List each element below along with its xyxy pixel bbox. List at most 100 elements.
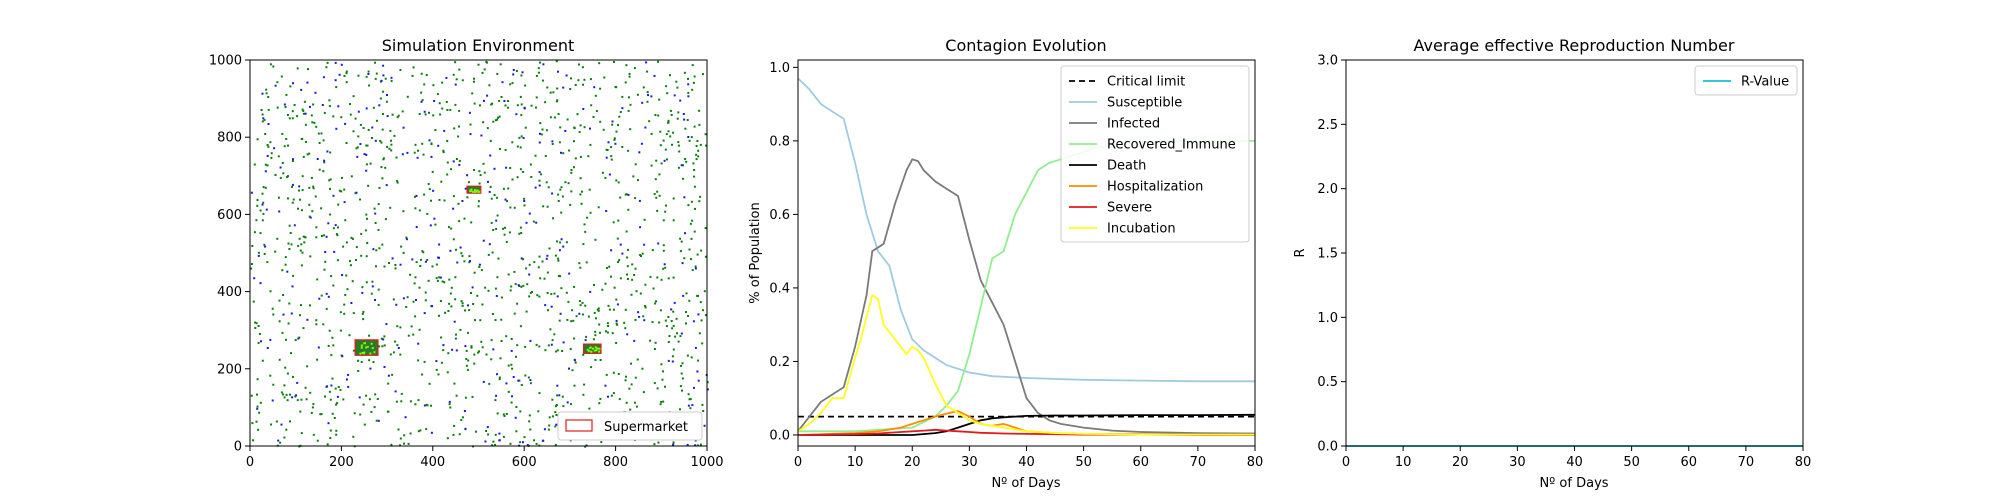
- point-recovered: [449, 292, 452, 295]
- point-recovered: [450, 305, 453, 308]
- legend-label: Severe: [1107, 201, 1152, 216]
- x-tick-label: 80: [1795, 455, 1812, 470]
- point-recovered: [427, 183, 430, 185]
- point-recovered: [599, 331, 601, 334]
- point-susceptible: [638, 315, 641, 318]
- point-recovered: [630, 293, 633, 296]
- point-recovered: [545, 181, 548, 184]
- point-recovered: [693, 230, 696, 233]
- point-recovered: [426, 212, 429, 215]
- point-susceptible: [363, 153, 366, 156]
- point-recovered: [621, 146, 624, 148]
- y-axis-ticks: 0.00.20.40.60.81.0: [769, 61, 798, 443]
- point-recovered: [557, 113, 560, 116]
- point-recovered: [291, 110, 294, 113]
- point-susceptible: [512, 69, 515, 71]
- point-susceptible: [607, 141, 610, 144]
- point-recovered: [507, 364, 510, 367]
- point-recovered: [494, 287, 497, 290]
- point-susceptible: [589, 290, 592, 293]
- point-susceptible: [326, 150, 329, 153]
- point-recovered: [516, 104, 519, 107]
- point-recovered: [636, 93, 639, 96]
- series-line-infected: [797, 158, 1256, 435]
- point-susceptible: [640, 142, 643, 145]
- point-recovered: [574, 361, 577, 364]
- point-recovered: [286, 372, 289, 375]
- point-recovered: [283, 145, 286, 148]
- shopper-point: [371, 347, 374, 350]
- point-susceptible: [496, 373, 498, 376]
- point-susceptible: [423, 110, 426, 113]
- point-recovered: [579, 304, 582, 307]
- point-susceptible: [486, 94, 489, 97]
- point-recovered: [402, 251, 405, 254]
- point-recovered: [699, 301, 702, 304]
- point-recovered: [533, 261, 536, 264]
- point-recovered: [535, 106, 537, 109]
- point-recovered: [296, 67, 299, 70]
- point-recovered: [460, 252, 463, 255]
- point-recovered: [653, 193, 656, 196]
- point-susceptible: [551, 140, 554, 143]
- point-susceptible: [608, 173, 611, 176]
- point-recovered: [396, 116, 399, 119]
- point-susceptible: [615, 319, 618, 322]
- point-recovered: [275, 420, 278, 423]
- point-recovered: [547, 309, 549, 312]
- point-recovered: [514, 283, 517, 286]
- point-susceptible: [277, 439, 280, 442]
- point-recovered: [515, 355, 517, 358]
- point-susceptible: [582, 108, 585, 110]
- point-recovered: [254, 327, 257, 329]
- point-susceptible: [431, 305, 434, 308]
- point-recovered: [597, 206, 600, 209]
- point-recovered: [352, 130, 355, 133]
- point-recovered: [257, 325, 260, 327]
- point-susceptible: [273, 147, 276, 150]
- point-recovered: [435, 263, 438, 266]
- x-tick-label: 60: [1680, 455, 1697, 470]
- point-recovered: [685, 160, 688, 163]
- y-tick-label: 1.0: [769, 61, 790, 76]
- point-susceptible: [538, 184, 541, 187]
- point-recovered: [633, 274, 636, 276]
- point-recovered: [318, 168, 321, 171]
- point-susceptible: [371, 126, 374, 129]
- shopper-point: [595, 349, 598, 352]
- point-recovered: [395, 400, 398, 403]
- point-recovered: [573, 337, 576, 340]
- x-tick-label: 40: [1566, 455, 1583, 470]
- point-recovered: [281, 162, 284, 164]
- x-tick-label: 20: [904, 455, 921, 470]
- point-susceptible: [405, 238, 408, 241]
- point-recovered: [300, 304, 302, 307]
- point-recovered: [650, 164, 653, 167]
- population-points: [250, 60, 709, 448]
- point-susceptible: [451, 348, 454, 351]
- point-recovered: [646, 91, 649, 94]
- point-recovered: [442, 151, 445, 154]
- point-recovered: [483, 68, 486, 71]
- point-recovered: [450, 168, 452, 171]
- point-recovered: [264, 133, 267, 135]
- point-recovered: [557, 193, 560, 196]
- point-recovered: [412, 333, 415, 336]
- point-recovered: [686, 354, 689, 357]
- point-susceptible: [614, 142, 617, 145]
- point-susceptible: [663, 159, 666, 162]
- point-recovered: [599, 359, 602, 361]
- point-recovered: [556, 394, 559, 397]
- point-recovered: [693, 169, 696, 171]
- point-recovered: [546, 292, 549, 294]
- x-tick-label: 80: [1247, 455, 1264, 470]
- point-recovered: [254, 321, 257, 324]
- point-recovered: [435, 368, 438, 371]
- point-recovered: [255, 420, 258, 423]
- point-recovered: [285, 138, 288, 140]
- point-recovered: [556, 240, 559, 243]
- point-recovered: [509, 442, 512, 445]
- contagion-evolution-chart: Contagion Evolution Nº of Days % of Popu…: [748, 36, 1263, 491]
- point-recovered: [510, 363, 513, 366]
- point-recovered: [281, 269, 284, 272]
